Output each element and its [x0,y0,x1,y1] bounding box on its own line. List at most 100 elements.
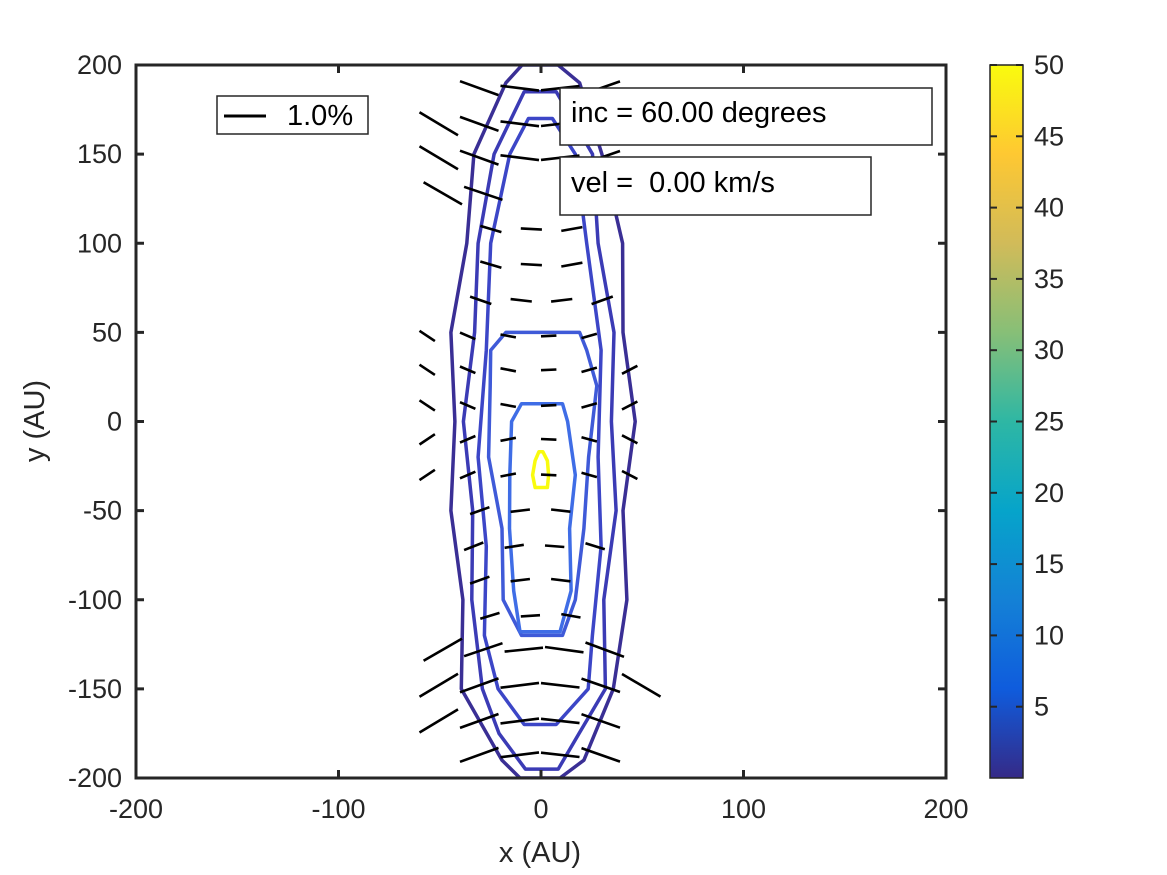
polarization-vector [540,473,557,477]
polarization-vector [459,79,499,97]
polarization-vector [459,365,476,375]
y-tick-label: -150 [68,674,122,704]
polarization-vector [504,543,525,550]
polarization-vector [459,746,499,764]
polarization-vector [621,672,662,698]
y-tick-label: 100 [77,228,122,258]
polarization-vector [459,115,499,133]
contour-level-9 [486,330,599,638]
polarization-vector [520,227,542,231]
polarization-vector [418,111,459,137]
polarization-vector [510,297,532,303]
polarization-vector [540,751,580,759]
polarization-vector [500,751,540,759]
y-tick-label: 0 [107,407,122,437]
polarization-vector [581,366,598,374]
polarization-vector [581,402,598,409]
colorbar: 5 10 15 20 25 30 35 40 45 50 [989,50,1064,779]
colorbar-tick-label: 35 [1034,264,1064,294]
polarization-vector [510,508,531,514]
polarization-vector [463,541,484,552]
y-tick-label: 150 [77,139,122,169]
polarization-vector [581,712,621,729]
x-tick-label: 0 [533,794,548,824]
polarization-vector [500,120,540,128]
polarization-vector [544,645,584,654]
polarization-vector [500,436,517,443]
polarization-vector [500,681,540,689]
polarization-vector [459,434,476,444]
polarization-vector [561,261,583,268]
polarization-vector [418,433,436,446]
colorbar-tick-label: 25 [1034,407,1064,437]
y-tick-label: 200 [77,50,122,80]
polarization-vector [520,613,541,618]
x-axis-label: x (AU) [499,837,581,869]
x-tick-label: 100 [721,794,766,824]
polarization-vector [422,637,463,662]
polarization-vector [459,331,476,341]
polarization-vector [479,611,500,620]
x-tick-label: 200 [923,794,968,824]
colorbar-tick-label: 40 [1034,193,1064,223]
vel-annotation-text: vel = 0.00 km/s [571,167,775,199]
polarization-vector [540,437,557,441]
polarization-vector [561,612,581,619]
polarization-vector [418,329,436,343]
polarization-vector [418,672,459,698]
polarization-vector [469,295,492,306]
polarization-vector [581,435,598,443]
polarization-vector [561,225,583,233]
contour-level-1 [449,65,637,778]
polarization-vector [418,363,436,376]
polarization-vector [544,544,565,549]
polarization-vector [621,434,638,445]
colorbar-tick-label: 5 [1034,692,1049,722]
polarization-vector [621,400,638,411]
colorbar-tick-label: 50 [1034,50,1064,80]
polarization-vector [500,367,517,373]
polarization-vector [418,145,459,171]
y-axis-label: y (AU) [19,380,51,462]
contour-level-5 [476,116,603,727]
colorbar-tick-label: 15 [1034,549,1064,579]
vel-annotation-box [559,156,872,216]
polarization-vector [469,505,490,516]
axis-ticks: -200 -100 0 100 200 -200 -150 -100 -50 0 50 100 150 2… [68,50,969,824]
legend: 1.0% [216,95,369,135]
y-tick-label: -200 [68,763,122,793]
contour-level-3 [461,89,618,771]
polarization-vector [540,681,580,689]
polarization-vector [550,508,571,513]
colorbar-tick-label: 30 [1034,335,1064,365]
polarization-vector [540,717,580,725]
polarization-vector [463,641,503,658]
polarization-vector [581,332,598,340]
polarization-vector [479,260,502,269]
polarization-vector [469,575,490,585]
polarization-vector [591,295,614,306]
polarization-vector [510,577,531,583]
inc-annotation: inc = 60.00 degrees [559,87,933,146]
contour-level-45 [530,450,551,490]
inc-annotation-text: inc = 60.00 degrees [571,97,827,129]
polarization-vector [550,577,571,583]
colorbar-tick-label: 20 [1034,478,1064,508]
y-tick-label: -50 [83,496,122,526]
polarization-vector [500,717,540,725]
x-tick-label: -100 [311,794,365,824]
y-tick-label: 50 [92,317,122,347]
x-tick-label: -200 [109,794,163,824]
polarization-vector [504,646,544,653]
polarization-vector [550,297,573,303]
polarization-vector [459,149,499,166]
polarization-vector [585,641,625,659]
polarization-vector [581,471,598,479]
polarization-vector [500,333,517,339]
polarization-vector [621,469,638,481]
inc-annotation-box [559,87,933,146]
contour-level-12 [507,401,578,634]
contour-layer [449,65,637,778]
polarization-vector [459,712,499,730]
